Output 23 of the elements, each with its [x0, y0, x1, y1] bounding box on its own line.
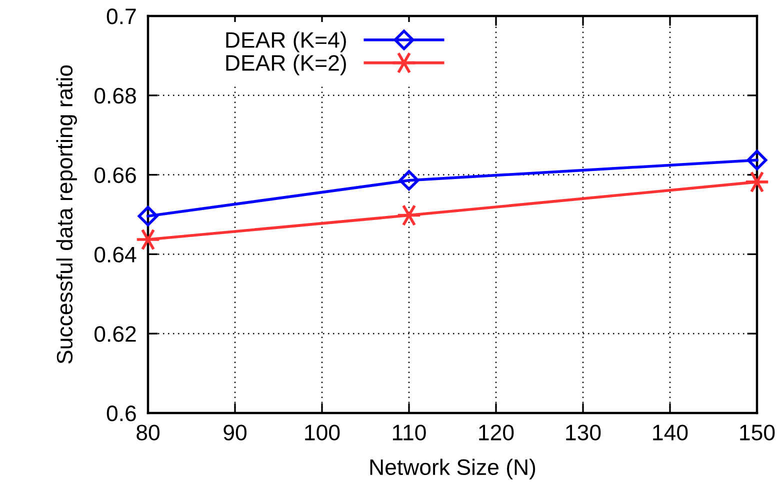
x-tick-label: 100 — [305, 424, 340, 440]
x-tick-label: 110 — [392, 424, 426, 440]
point — [136, 228, 160, 251]
x-tick-label: 140 — [653, 424, 688, 440]
x-tick-label: 150 — [740, 424, 775, 440]
point — [398, 170, 420, 191]
y-tick-label: 0.7 — [106, 8, 136, 24]
y-axis-title: Successful data reporting ratio — [56, 65, 77, 364]
x-tick-label: 130 — [566, 424, 601, 440]
x-tick-label: 120 — [479, 424, 514, 440]
y-tick-label: 0.68 — [94, 88, 136, 104]
point — [746, 150, 768, 170]
x-tick-label: 80 — [136, 424, 160, 440]
x-axis-title: Network Size (N) — [370, 458, 536, 480]
y-tick-label: 0.64 — [94, 246, 136, 262]
point — [744, 170, 770, 193]
y-tick-label: 0.62 — [94, 326, 136, 342]
x-tick-label: 90 — [224, 424, 246, 440]
point — [138, 206, 158, 226]
legend-label: DEAR (K=2) — [226, 54, 346, 76]
y-tick-label: 0.66 — [94, 167, 136, 184]
legend-label: DEAR (K=4) — [226, 32, 346, 52]
y-tick-label: 0.6 — [106, 406, 136, 422]
